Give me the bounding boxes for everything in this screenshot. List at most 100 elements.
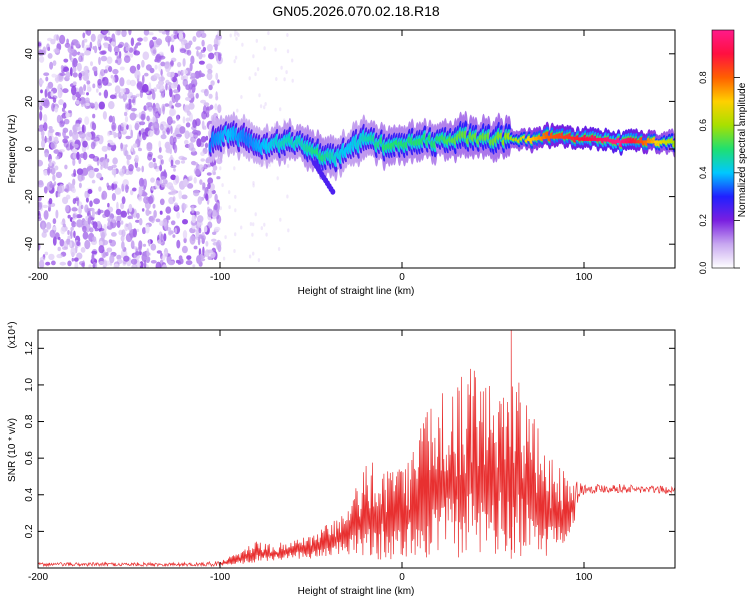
noise-blob (88, 169, 95, 179)
noise-blob (76, 151, 80, 160)
y-tick-label: 0.8 (24, 414, 35, 428)
noise-blob (166, 127, 171, 135)
noise-blob (69, 241, 72, 248)
noise-blob (131, 263, 138, 268)
noise-blob (65, 184, 70, 193)
noise-blob (65, 71, 71, 79)
noise-blob (162, 105, 165, 115)
x-tick-label: -200 (28, 272, 48, 283)
noise-blob (115, 208, 122, 216)
noise-blob (127, 222, 133, 232)
noise-blob (185, 117, 190, 122)
noise-blob (136, 228, 140, 232)
noise-blob (136, 167, 141, 172)
noise-blob (48, 135, 52, 142)
noise-blob (103, 44, 109, 49)
noise-blob (201, 39, 205, 47)
noise-blob (167, 260, 175, 266)
noise-blob (187, 91, 195, 99)
noise-blob (125, 184, 129, 194)
noise-blob (153, 127, 157, 135)
y-tick-label: -40 (24, 237, 35, 252)
noise-blob (160, 61, 166, 67)
noise-speckle (249, 222, 253, 226)
noise-blob (195, 118, 201, 127)
noise-blob (111, 193, 116, 201)
noise-blob (94, 101, 99, 111)
noise-blob (94, 45, 98, 54)
noise-blob (96, 172, 102, 179)
noise-blob (159, 210, 163, 215)
noise-speckle (257, 258, 261, 263)
noise-blob (83, 84, 87, 92)
noise-blob (148, 82, 152, 91)
noise-blob (190, 55, 195, 65)
noise-blob (111, 168, 117, 176)
noise-blob (140, 113, 146, 121)
noise-blob (100, 55, 108, 62)
noise-blob (131, 98, 136, 104)
noise-blob (155, 261, 162, 268)
noise-blob (71, 257, 75, 262)
noise-blob (98, 135, 104, 145)
noise-blob (39, 259, 45, 268)
noise-blob (98, 92, 102, 96)
noise-blob (75, 119, 82, 125)
noise-blob (62, 88, 69, 94)
noise-blob (195, 168, 201, 176)
y-tick-label: 0 (24, 146, 35, 152)
noise-blob (137, 37, 143, 42)
noise-blob (72, 152, 78, 160)
noise-blob (126, 159, 130, 166)
noise-blob (57, 246, 61, 252)
noise-blob (114, 51, 118, 56)
noise-blob (54, 106, 59, 113)
noise-blob (106, 247, 113, 253)
noise-blob (151, 91, 156, 100)
noise-blob (130, 233, 133, 239)
noise-blob (191, 214, 197, 224)
noise-blob (68, 129, 73, 137)
noise-blob (205, 193, 209, 201)
noise-blob (142, 227, 146, 235)
noise-blob (141, 208, 145, 212)
noise-blob (211, 238, 217, 242)
noise-blob (160, 134, 167, 140)
noise-blob (111, 75, 116, 84)
noise-blob (93, 136, 100, 142)
noise-blob (114, 59, 118, 64)
noise-blob (133, 50, 141, 56)
noise-blob (75, 123, 81, 131)
noise-blob (86, 30, 92, 36)
noise-blob (173, 136, 177, 144)
noise-blob (105, 251, 109, 257)
noise-blob (91, 122, 97, 131)
noise-speckle (283, 77, 286, 82)
noise-blob (165, 31, 170, 36)
noise-blob (176, 211, 181, 219)
noise-blob (200, 32, 207, 38)
noise-blob (130, 37, 135, 47)
noise-blob (92, 264, 96, 268)
noise-speckle (229, 33, 232, 38)
noise-blob (132, 228, 137, 238)
noise-blob (136, 63, 141, 71)
noise-blob (62, 127, 69, 133)
noise-blob (164, 103, 170, 107)
noise-blob (182, 69, 188, 75)
noise-blob (191, 161, 199, 166)
noise-blob (56, 34, 59, 41)
noise-speckle (254, 212, 257, 217)
noise-blob (59, 34, 66, 45)
noise-blob (110, 142, 116, 146)
noise-blob (101, 145, 109, 152)
noise-blob (98, 56, 101, 66)
noise-blob (152, 203, 156, 209)
noise-blob (100, 165, 103, 170)
noise-blob (92, 113, 96, 119)
noise-blob (44, 89, 47, 98)
noise-blob (170, 159, 174, 167)
noise-blob (128, 47, 134, 53)
noise-blob (91, 253, 95, 263)
noise-blob (132, 187, 137, 192)
